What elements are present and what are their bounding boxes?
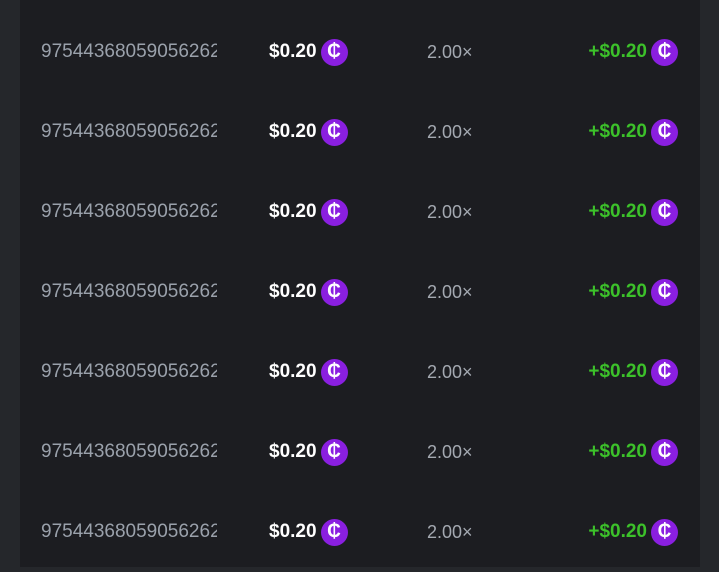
bet-id[interactable]: 97544368059056262 — [41, 201, 217, 222]
table-row[interactable]: 97544368059056262 $0.20 ₵ 2.00× +$0.20 ₵ — [20, 412, 700, 492]
cedi-coin-icon: ₵ — [651, 198, 678, 226]
payout: +$0.20 ₵ — [588, 492, 678, 572]
table-row[interactable]: 97544368059056262 $0.20 ₵ 2.00× +$0.20 ₵ — [20, 492, 700, 572]
table-row[interactable]: 97544368059056262 $0.20 ₵ 2.00× +$0.20 ₵ — [20, 12, 700, 92]
bet-amount: $0.20 ₵ — [269, 332, 348, 412]
multiplier: 2.00× — [427, 122, 473, 142]
bet-amount-value: $0.20 — [269, 201, 317, 222]
bet-id[interactable]: 97544368059056262 — [41, 361, 217, 382]
bet-amount-value: $0.20 — [269, 361, 317, 382]
table-row[interactable]: 97544368059056262 $0.20 ₵ 2.00× +$0.20 ₵ — [20, 252, 700, 332]
bet-id[interactable]: 97544368059056262 — [41, 121, 217, 142]
bet-amount: $0.20 ₵ — [269, 492, 348, 572]
multiplier: 2.00× — [427, 42, 473, 62]
multiplier: 2.00× — [427, 282, 473, 302]
multiplier: 2.00× — [427, 442, 473, 462]
cedi-coin-icon: ₵ — [651, 118, 678, 146]
table-row[interactable]: 97544368059056262 $0.20 ₵ 2.00× +$0.20 ₵ — [20, 332, 700, 412]
cedi-coin-icon: ₵ — [320, 278, 348, 306]
bet-id[interactable]: 97544368059056262 — [41, 41, 217, 62]
payout-value: +$0.20 — [588, 361, 647, 382]
payout-value: +$0.20 — [588, 441, 647, 462]
bet-amount-value: $0.20 — [269, 121, 317, 142]
table-row[interactable]: 97544368059056262 $0.20 ₵ 2.00× +$0.20 ₵ — [20, 92, 700, 172]
bet-amount-value: $0.20 — [269, 441, 317, 462]
payout: +$0.20 ₵ — [588, 172, 678, 252]
bet-amount-value: $0.20 — [269, 281, 317, 302]
cedi-coin-icon: ₵ — [320, 358, 348, 386]
bets-table: 97544368059056262 $0.20 ₵ 2.00× +$0.20 ₵ 9… — [20, 0, 700, 567]
payout: +$0.20 ₵ — [588, 12, 678, 92]
cedi-coin-icon: ₵ — [320, 198, 348, 226]
cedi-coin-icon: ₵ — [651, 278, 678, 306]
cedi-coin-icon: ₵ — [320, 118, 348, 146]
bet-id[interactable]: 97544368059056262 — [41, 441, 217, 462]
bet-amount-value: $0.20 — [269, 41, 317, 62]
bet-amount: $0.20 ₵ — [269, 92, 348, 172]
payout: +$0.20 ₵ — [588, 412, 678, 492]
bet-amount-value: $0.20 — [269, 521, 317, 542]
bet-amount: $0.20 ₵ — [269, 252, 348, 332]
cedi-coin-icon: ₵ — [320, 38, 348, 66]
payout: +$0.20 ₵ — [588, 332, 678, 412]
payout-value: +$0.20 — [588, 41, 647, 62]
payout-value: +$0.20 — [588, 521, 647, 542]
payout-value: +$0.20 — [588, 201, 647, 222]
cedi-coin-icon: ₵ — [651, 518, 678, 546]
cedi-coin-icon: ₵ — [651, 438, 678, 466]
payout: +$0.20 ₵ — [588, 252, 678, 332]
cedi-coin-icon: ₵ — [651, 38, 678, 66]
bet-id[interactable]: 97544368059056262 — [41, 281, 217, 302]
multiplier: 2.00× — [427, 202, 473, 222]
bet-amount: $0.20 ₵ — [269, 412, 348, 492]
bet-amount: $0.20 ₵ — [269, 172, 348, 252]
cedi-coin-icon: ₵ — [320, 438, 348, 466]
cedi-coin-icon: ₵ — [320, 518, 348, 546]
payout-value: +$0.20 — [588, 281, 647, 302]
cedi-coin-icon: ₵ — [651, 358, 678, 386]
payout-value: +$0.20 — [588, 121, 647, 142]
multiplier: 2.00× — [427, 362, 473, 382]
bet-amount: $0.20 ₵ — [269, 12, 348, 92]
payout: +$0.20 ₵ — [588, 92, 678, 172]
multiplier: 2.00× — [427, 522, 473, 542]
table-row[interactable]: 97544368059056262 $0.20 ₵ 2.00× +$0.20 ₵ — [20, 172, 700, 252]
bet-id[interactable]: 97544368059056262 — [41, 521, 217, 542]
